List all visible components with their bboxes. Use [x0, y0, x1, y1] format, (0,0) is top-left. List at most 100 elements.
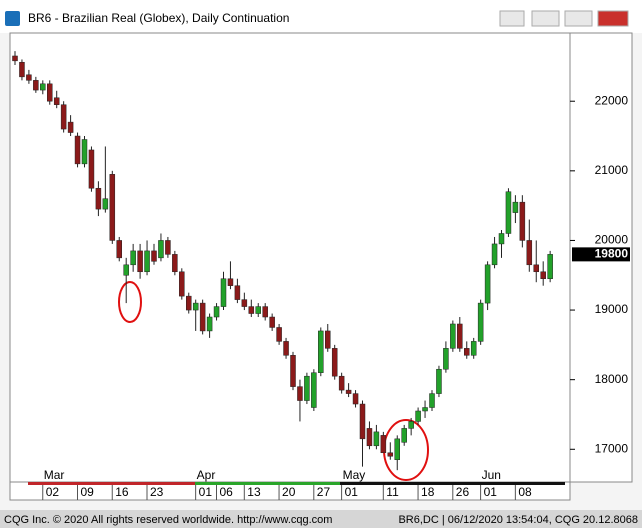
candle-body [422, 407, 428, 412]
candle-body [283, 341, 289, 356]
x-tick-label: 18 [421, 485, 435, 499]
status-bar [0, 510, 642, 528]
candle-body [158, 240, 164, 259]
candle-body [144, 250, 150, 273]
candle-body [464, 348, 470, 356]
session-bar-black [340, 482, 565, 485]
candle-body [130, 250, 136, 266]
candle-body [470, 341, 477, 356]
candle-body [366, 428, 373, 447]
y-tick-label: 20000 [595, 233, 629, 247]
candle-body [255, 306, 261, 314]
candle-body [74, 135, 81, 165]
candle-body [227, 278, 234, 286]
x-tick-label: 01 [484, 485, 498, 499]
candle-body [206, 316, 213, 332]
candle-body [137, 250, 143, 273]
candle-body [512, 201, 519, 213]
x-tick-label: 27 [317, 485, 331, 499]
candle-body [40, 83, 46, 91]
candle-body [318, 330, 324, 373]
candle-body [60, 104, 67, 130]
candle-body [234, 285, 241, 300]
candle-body [401, 428, 407, 443]
candle-body [429, 393, 435, 408]
x-tick-label: 11 [386, 485, 399, 499]
candle-body [380, 435, 387, 454]
candle-body [491, 243, 498, 266]
candle-body [88, 149, 95, 189]
candle-body [151, 250, 157, 262]
candle-body [290, 355, 296, 387]
app-icon [5, 11, 20, 26]
candle-body [408, 421, 414, 429]
candle-body [19, 61, 25, 78]
link-button[interactable] [499, 10, 525, 27]
candle-body [547, 254, 553, 279]
candle-body [102, 198, 109, 210]
last-price-box [572, 247, 630, 262]
candle-body [67, 121, 74, 133]
candle-body [505, 191, 512, 234]
x-tick-label: 02 [46, 485, 60, 499]
candle-body [387, 452, 394, 457]
candle-body [109, 174, 116, 241]
candle-body [457, 323, 463, 349]
copyright: CQG Inc. © 2020 All rights reserved worl… [4, 514, 332, 526]
x-tick-label: 23 [150, 485, 164, 499]
candle-body [484, 264, 491, 304]
candle-body [248, 306, 255, 314]
candle-body [116, 240, 122, 259]
y-tick-label: 19000 [595, 302, 629, 316]
candle-body [262, 306, 268, 318]
session-bar-red [28, 482, 195, 485]
candle-body [81, 139, 88, 165]
candle-body [325, 330, 331, 349]
candle-body [213, 306, 220, 318]
candle-body [345, 389, 352, 394]
x-tick-label: 01 [199, 485, 213, 499]
candle-body [53, 97, 60, 105]
y-tick-label: 22000 [595, 93, 629, 107]
minimize-button[interactable] [531, 10, 560, 27]
x-tick-label: 16 [115, 485, 129, 499]
window-title: BR6 - Brazilian Real (Globex), Daily Con… [28, 11, 289, 25]
maximize-button[interactable] [564, 10, 593, 27]
x-tick-label: 09 [81, 485, 95, 499]
candle-body [477, 302, 484, 342]
candle-body [436, 368, 442, 394]
candle-body [186, 295, 192, 311]
month-label: Mar [44, 468, 65, 482]
candle-body [172, 254, 178, 273]
candle-body [359, 403, 366, 440]
candle-body [276, 327, 282, 342]
plot-area [9, 32, 571, 483]
candle-body [526, 240, 533, 266]
candle-body [199, 302, 206, 332]
x-tick-label: 01 [345, 485, 359, 499]
candle-body [269, 316, 275, 328]
candle-body [304, 375, 310, 401]
candle-body [179, 271, 185, 297]
last-price-label: 19800 [595, 247, 629, 261]
candle-body [338, 375, 345, 391]
status-info: BR6,DC | 06/12/2020 13:54:04, CQG 20.12.… [398, 514, 638, 526]
candle-body [533, 264, 539, 273]
candle-body [220, 278, 227, 307]
candle-body [26, 74, 32, 81]
x-tick-label: 06 [220, 485, 234, 499]
y-tick-label: 18000 [595, 372, 629, 386]
candle-body [540, 271, 546, 279]
y-tick-label: 17000 [595, 441, 629, 455]
x-tick-label: 13 [247, 485, 261, 499]
candle-body [165, 240, 171, 255]
candle-body [95, 187, 102, 210]
candle-body [443, 348, 449, 370]
close-button[interactable] [597, 10, 629, 27]
candle-body [331, 348, 338, 377]
candle-body [192, 302, 199, 311]
session-bar-green [195, 482, 340, 485]
candle-body [394, 438, 400, 460]
y-tick-label: 21000 [595, 163, 629, 177]
